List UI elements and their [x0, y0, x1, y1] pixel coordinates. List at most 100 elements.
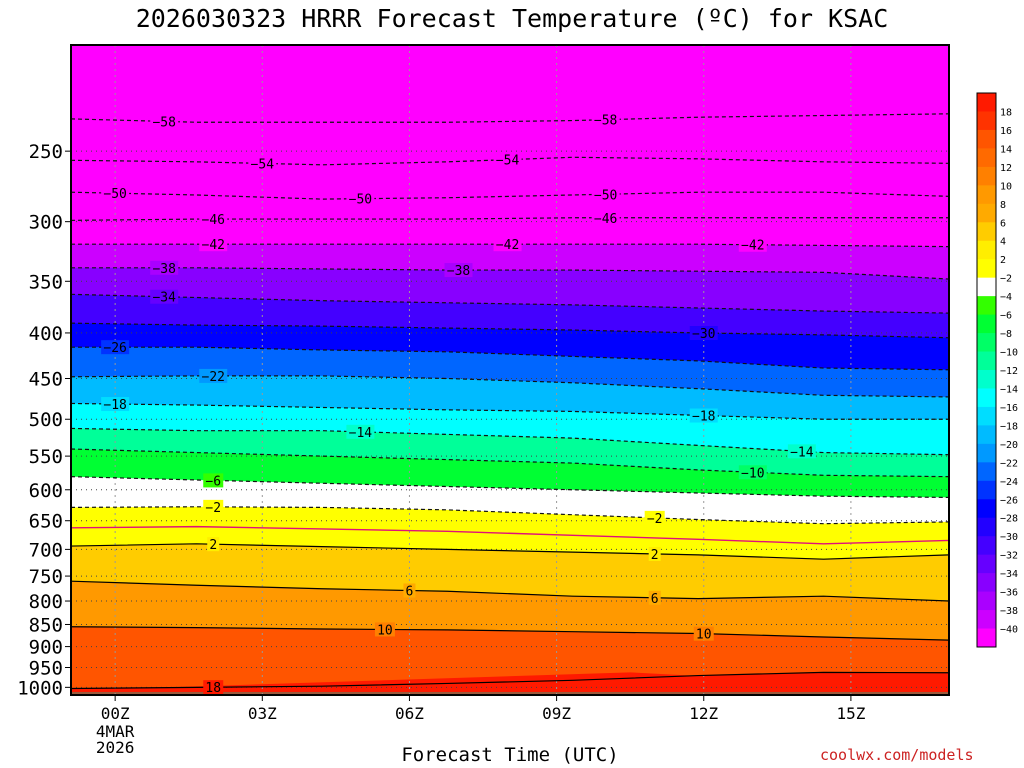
isotherm--54: [71, 156, 949, 166]
y-tick-label: 400: [29, 323, 63, 345]
colorbar-swatch: [977, 166, 996, 186]
isotherm-label-bg: [199, 368, 228, 383]
isotherm--30: [71, 322, 949, 339]
isotherm--50: [71, 191, 949, 200]
x-tick-sublabel: 2026: [96, 738, 135, 757]
colorbar-swatch: [977, 351, 996, 371]
isotherm-label: −42: [202, 238, 225, 253]
colorbar-label: −36: [1000, 588, 1018, 599]
isotherm-6: [71, 580, 949, 602]
colorbar-label: −8: [1000, 329, 1012, 340]
colorbar-swatch: [977, 240, 996, 260]
isotherm-label-bg: [403, 583, 416, 598]
x-tick-label: 09Z: [542, 704, 571, 723]
x-tick-label: 15Z: [836, 704, 865, 723]
colorbar-label: 2: [1000, 255, 1006, 266]
isotherm-label: −58: [594, 114, 617, 129]
isotherm-label-bg: [101, 340, 130, 355]
isotherm--2: [71, 506, 949, 525]
isotherm-label-bg: [493, 237, 522, 252]
isotherm-label: −14: [790, 445, 814, 460]
isotherm-label-bg: [689, 408, 718, 423]
isotherm-label-bg: [591, 112, 620, 127]
x-tick-label: 00Z: [101, 704, 130, 723]
isotherm-label: 10: [696, 628, 712, 643]
colorbar-label: 6: [1000, 218, 1006, 229]
isotherm-label-bg: [207, 537, 220, 552]
colorbar-swatch: [977, 628, 996, 648]
colorbar-swatch: [977, 554, 996, 574]
colorbar-label: −38: [1000, 606, 1018, 617]
isotherm-label-bg: [591, 187, 620, 202]
isotherm-label: −30: [692, 327, 715, 342]
colorbar-swatch: [977, 277, 996, 297]
isotherm-label-bg: [444, 263, 473, 278]
isotherm-label: −50: [594, 188, 617, 203]
colorbar-legend: 18 16 14 12 10 8 6 4 2 −2 −4 −6 −8 −10 −12 −14 −16 −18 −20…: [976, 92, 1018, 648]
colorbar-swatch: [977, 443, 996, 463]
isotherm-label-bg: [648, 590, 661, 605]
colorbar-label: 14: [1000, 144, 1012, 155]
isotherm--38: [71, 267, 949, 280]
isotherm-label: 2: [651, 548, 659, 563]
isotherm--46: [71, 217, 949, 221]
credit-link[interactable]: coolwx.com/models: [820, 746, 974, 764]
isotherm-label-bg: [346, 191, 375, 206]
y-tick-label: 300: [29, 212, 63, 234]
colorbar-label: 16: [1000, 126, 1012, 137]
colorbar-swatch: [977, 591, 996, 611]
isotherm-label-bg: [199, 237, 228, 252]
colorbar-swatch: [977, 388, 996, 408]
y-tick-label: 700: [29, 539, 63, 561]
colorbar-label: 18: [1000, 107, 1012, 118]
colorbar-label: −28: [1000, 514, 1018, 525]
x-axis-label: Forecast Time (UTC): [401, 744, 619, 766]
isotherm-label-bg: [203, 473, 224, 488]
colorbar-label: −2: [1000, 274, 1012, 285]
isotherm-label-bg: [738, 465, 767, 480]
colorbar-label: −26: [1000, 495, 1018, 506]
isotherm-label-bg: [203, 680, 224, 695]
isotherm-label: −2: [647, 512, 663, 527]
colorbar-swatch: [977, 296, 996, 316]
colorbar-swatch: [977, 480, 996, 500]
y-tick-label: 450: [29, 368, 63, 390]
colorbar-label: −22: [1000, 458, 1018, 469]
colorbar-label: −40: [1000, 625, 1018, 636]
colorbar-swatch: [977, 517, 996, 537]
colorbar-label: −20: [1000, 440, 1018, 451]
colorbar-label: −18: [1000, 421, 1018, 432]
band-warmest: [71, 672, 949, 695]
y-tick-label: 750: [29, 566, 63, 588]
colorbar-label: −6: [1000, 311, 1012, 322]
isotherm-label-bg: [493, 152, 522, 167]
colorbar-swatch: [977, 222, 996, 242]
isotherm-label-bg: [248, 156, 277, 171]
isotherm-label-bg: [693, 626, 714, 641]
ground-surface: [71, 691, 949, 695]
isotherm-label-bg: [150, 114, 179, 129]
colorbar-swatch: [977, 370, 996, 389]
colorbar-swatch: [977, 148, 996, 168]
colorbar-label: 8: [1000, 200, 1006, 211]
y-tick-label: 250: [29, 141, 63, 163]
isotherm-label: 10: [377, 623, 393, 638]
isotherm-label-bg: [101, 397, 130, 412]
y-tick-label: 500: [29, 409, 63, 431]
y-axis: 2503003504004505005506006507007508008509…: [17, 141, 71, 699]
colorbar-label: −16: [1000, 403, 1018, 414]
isotherm-label: −26: [103, 341, 126, 356]
y-tick-label: 350: [29, 271, 63, 293]
isotherm-label: −42: [496, 238, 519, 253]
isotherm-label: −38: [152, 262, 175, 277]
y-tick-label: 600: [29, 480, 63, 502]
y-tick-label: 900: [29, 637, 63, 659]
isotherm-label-bg: [738, 237, 767, 252]
isotherm-label: −18: [692, 410, 715, 425]
x-tick-label: 12Z: [689, 704, 718, 723]
isotherm-label-bg: [644, 510, 665, 525]
y-tick-label: 950: [29, 658, 63, 680]
plot-frame: [70, 44, 950, 696]
isotherm--42: [71, 243, 949, 248]
isotherm-label-bg: [374, 622, 395, 637]
